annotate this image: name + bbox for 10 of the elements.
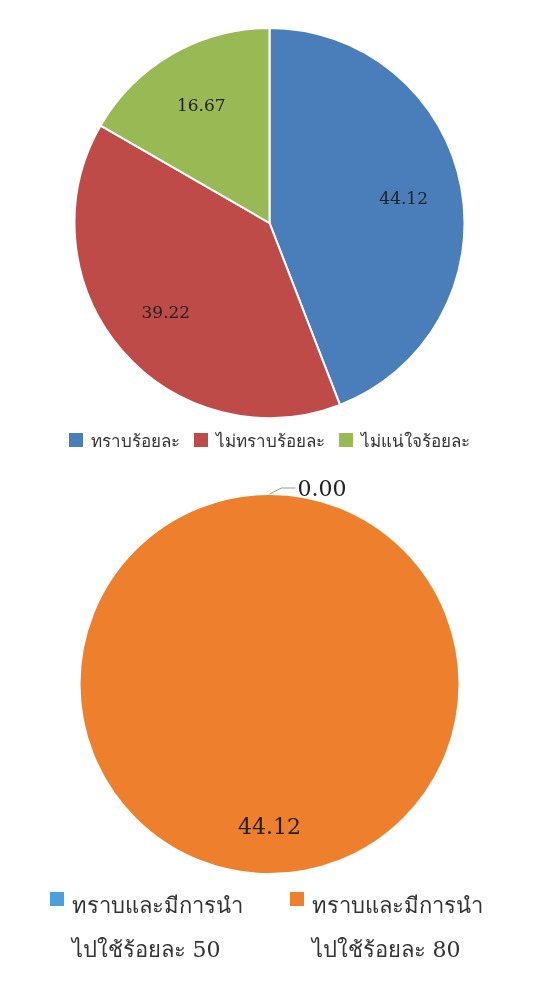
data-label: 44.12	[238, 814, 301, 840]
legend-label: ทราบร้อยละ	[91, 430, 180, 453]
legend-label: ไม่แน่ใจร้อยละ	[361, 430, 470, 453]
legend-label: ทราบและมีการนำไปใช้ร้อยละ 50	[71, 892, 244, 964]
data-label: 16.67	[176, 94, 226, 115]
legend-label: ไม่ทราบร้อยละ	[216, 430, 325, 453]
data-label: 44.12	[379, 187, 429, 208]
text: 0.00	[297, 475, 347, 501]
data-label: 39.22	[141, 301, 191, 322]
legend-label: ทราบและมีการนำไปใช้ร้อยละ 80	[311, 892, 484, 964]
